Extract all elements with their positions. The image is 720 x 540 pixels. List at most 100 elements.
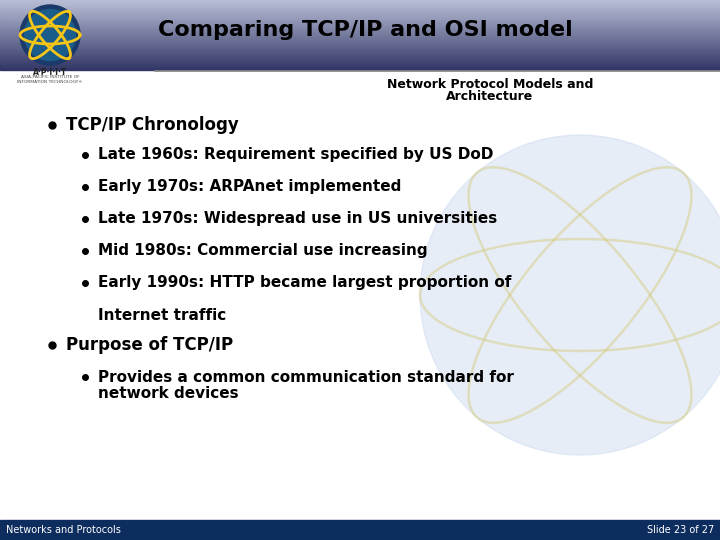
Bar	[0, 56, 720, 57]
Bar	[0, 520, 720, 540]
Bar	[0, 33, 720, 35]
Bar	[0, 11, 720, 12]
Bar	[0, 30, 720, 31]
Text: ASIA-PACIFIC INSTITUTE OF: ASIA-PACIFIC INSTITUTE OF	[21, 75, 79, 79]
Bar	[0, 32, 720, 33]
Bar	[0, 65, 720, 66]
Bar	[0, 58, 720, 59]
Bar	[0, 0, 720, 1]
Bar	[0, 54, 720, 55]
Bar	[0, 31, 720, 32]
Bar	[0, 3, 720, 4]
Bar	[0, 19, 720, 21]
Bar	[0, 6, 720, 7]
Bar	[0, 68, 720, 69]
Text: Provides a common communication standard for: Provides a common communication standard…	[98, 369, 514, 384]
Bar	[0, 55, 720, 56]
Text: TCP/IP Chronology: TCP/IP Chronology	[66, 116, 239, 134]
Text: Internet traffic: Internet traffic	[98, 307, 226, 322]
Bar	[0, 51, 720, 52]
Bar	[0, 34, 720, 35]
Bar	[0, 8, 720, 9]
Bar	[0, 5, 720, 6]
Bar	[0, 18, 720, 19]
Bar	[0, 30, 720, 31]
Bar	[0, 11, 720, 12]
Bar	[0, 37, 720, 38]
Bar	[0, 39, 720, 40]
Bar	[0, 2, 720, 3]
Bar	[0, 9, 720, 10]
Bar	[0, 47, 720, 48]
Bar	[0, 6, 720, 8]
Circle shape	[20, 5, 80, 65]
Bar	[0, 13, 720, 14]
Bar	[0, 44, 720, 45]
Text: Early 1970s: ARPAnet implemented: Early 1970s: ARPAnet implemented	[98, 179, 401, 194]
Bar	[0, 49, 720, 50]
Circle shape	[420, 135, 720, 455]
Bar	[0, 21, 720, 22]
Bar	[0, 52, 720, 53]
Bar	[0, 26, 720, 28]
Text: Slide 23 of 27: Slide 23 of 27	[647, 525, 714, 535]
Bar	[0, 64, 720, 65]
Bar	[0, 49, 720, 50]
Bar	[0, 45, 720, 46]
Bar	[0, 16, 720, 17]
Bar	[0, 15, 720, 16]
Bar	[0, 67, 720, 68]
Bar	[0, 27, 720, 28]
Bar	[0, 53, 720, 54]
Bar	[0, 62, 720, 63]
Bar	[0, 48, 720, 49]
Text: Mid 1980s: Commercial use increasing: Mid 1980s: Commercial use increasing	[98, 244, 428, 259]
Bar	[0, 38, 720, 39]
Bar	[0, 35, 720, 36]
Bar	[0, 23, 720, 24]
Bar	[0, 35, 720, 36]
Text: Late 1970s: Widespread use in US universities: Late 1970s: Widespread use in US univers…	[98, 212, 498, 226]
Text: Architecture: Architecture	[446, 91, 534, 104]
Bar	[0, 28, 720, 29]
Bar	[0, 36, 720, 37]
Bar	[0, 59, 720, 60]
Bar	[0, 63, 720, 64]
Bar	[0, 32, 720, 33]
Bar	[0, 43, 720, 44]
Bar	[0, 29, 720, 30]
Bar	[0, 14, 720, 15]
Text: Networks and Protocols: Networks and Protocols	[6, 525, 121, 535]
Bar	[0, 12, 720, 14]
Bar	[0, 41, 720, 42]
Text: Comparing TCP/IP and OSI model: Comparing TCP/IP and OSI model	[158, 20, 572, 40]
Bar	[0, 2, 720, 3]
Bar	[0, 0, 720, 2]
Bar	[0, 10, 720, 11]
Text: Early 1990s: HTTP became largest proportion of: Early 1990s: HTTP became largest proport…	[98, 275, 511, 291]
Bar	[0, 46, 720, 47]
Bar	[0, 17, 720, 18]
Bar	[0, 22, 720, 23]
Text: Network Protocol Models and: Network Protocol Models and	[387, 78, 593, 91]
Circle shape	[24, 10, 76, 60]
Bar	[0, 9, 720, 10]
Bar	[0, 57, 720, 58]
Text: network devices: network devices	[98, 386, 238, 401]
Bar	[0, 66, 720, 67]
Bar	[0, 40, 720, 41]
Bar	[0, 16, 720, 17]
Bar	[0, 28, 720, 29]
Bar	[0, 18, 720, 19]
Bar	[0, 60, 720, 61]
Bar	[0, 44, 720, 45]
Bar	[0, 21, 720, 22]
Bar	[0, 51, 720, 52]
Text: Late 1960s: Requirement specified by US DoD: Late 1960s: Requirement specified by US …	[98, 147, 493, 163]
Bar	[0, 20, 720, 21]
Bar	[0, 50, 720, 51]
Bar	[0, 65, 720, 66]
Bar	[0, 42, 720, 43]
Bar	[0, 37, 720, 38]
Bar	[0, 4, 720, 5]
